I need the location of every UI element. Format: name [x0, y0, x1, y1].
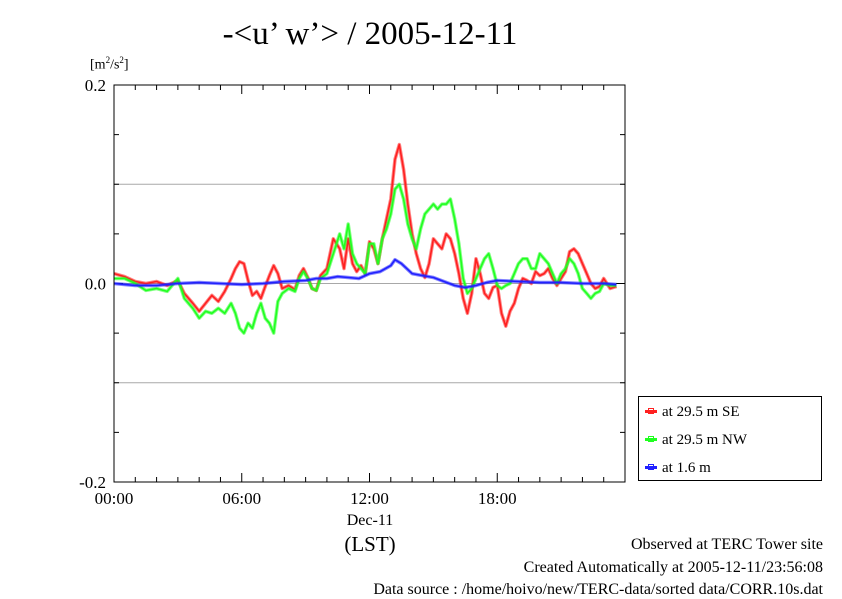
x-tick-label: 06:00	[222, 489, 261, 508]
plot-frame	[113, 84, 626, 483]
y-tick-label: -0.2	[79, 473, 106, 492]
y-tick-label: 0.0	[85, 275, 106, 294]
x-axis-unit-label: (LST)	[344, 532, 396, 556]
series-line-1	[114, 183, 617, 334]
legend-swatch-nw	[645, 436, 657, 443]
x-axis-date-label: Dec-11	[346, 512, 394, 529]
footer-data-source: Data source : /home/hoivo/new/TERC-data/…	[373, 581, 823, 598]
legend-label-se: at 29.5 m SE	[662, 404, 740, 420]
y-tick-label: 0.2	[85, 76, 106, 95]
tick-labels: -0.2 0.0 0.2 00:00 06:00 12:00 18:00	[79, 76, 517, 508]
x-tick-label: 18:00	[478, 489, 517, 508]
chart-title: -<u’ w’> / 2005-12-11	[222, 16, 518, 52]
legend-swatch-se	[645, 408, 657, 415]
legend-label-1-6m: at 1.6 m	[662, 460, 711, 476]
y-axis-unit: [m2/s2]	[90, 55, 129, 73]
footer-observed: Observed at TERC Tower site	[630, 536, 823, 553]
legend-label-nw: at 29.5 m NW	[662, 432, 747, 448]
series-line-2	[113, 258, 617, 289]
x-tick-label: 00:00	[95, 489, 134, 508]
series-line-0	[113, 143, 617, 328]
legend-item-se: at 29.5 m SE	[645, 402, 740, 422]
x-tick-label: 12:00	[350, 489, 389, 508]
legend-item-1-6m: at 1.6 m	[645, 458, 711, 478]
series-lines	[113, 142, 618, 335]
legend-item-nw: at 29.5 m NW	[645, 430, 747, 450]
footer-created: Created Automatically at 2005-12-11/23:5…	[523, 559, 823, 576]
legend: at 29.5 m SE at 29.5 m NW at 1.6 m	[638, 396, 822, 481]
legend-swatch-1-6m	[645, 464, 657, 471]
